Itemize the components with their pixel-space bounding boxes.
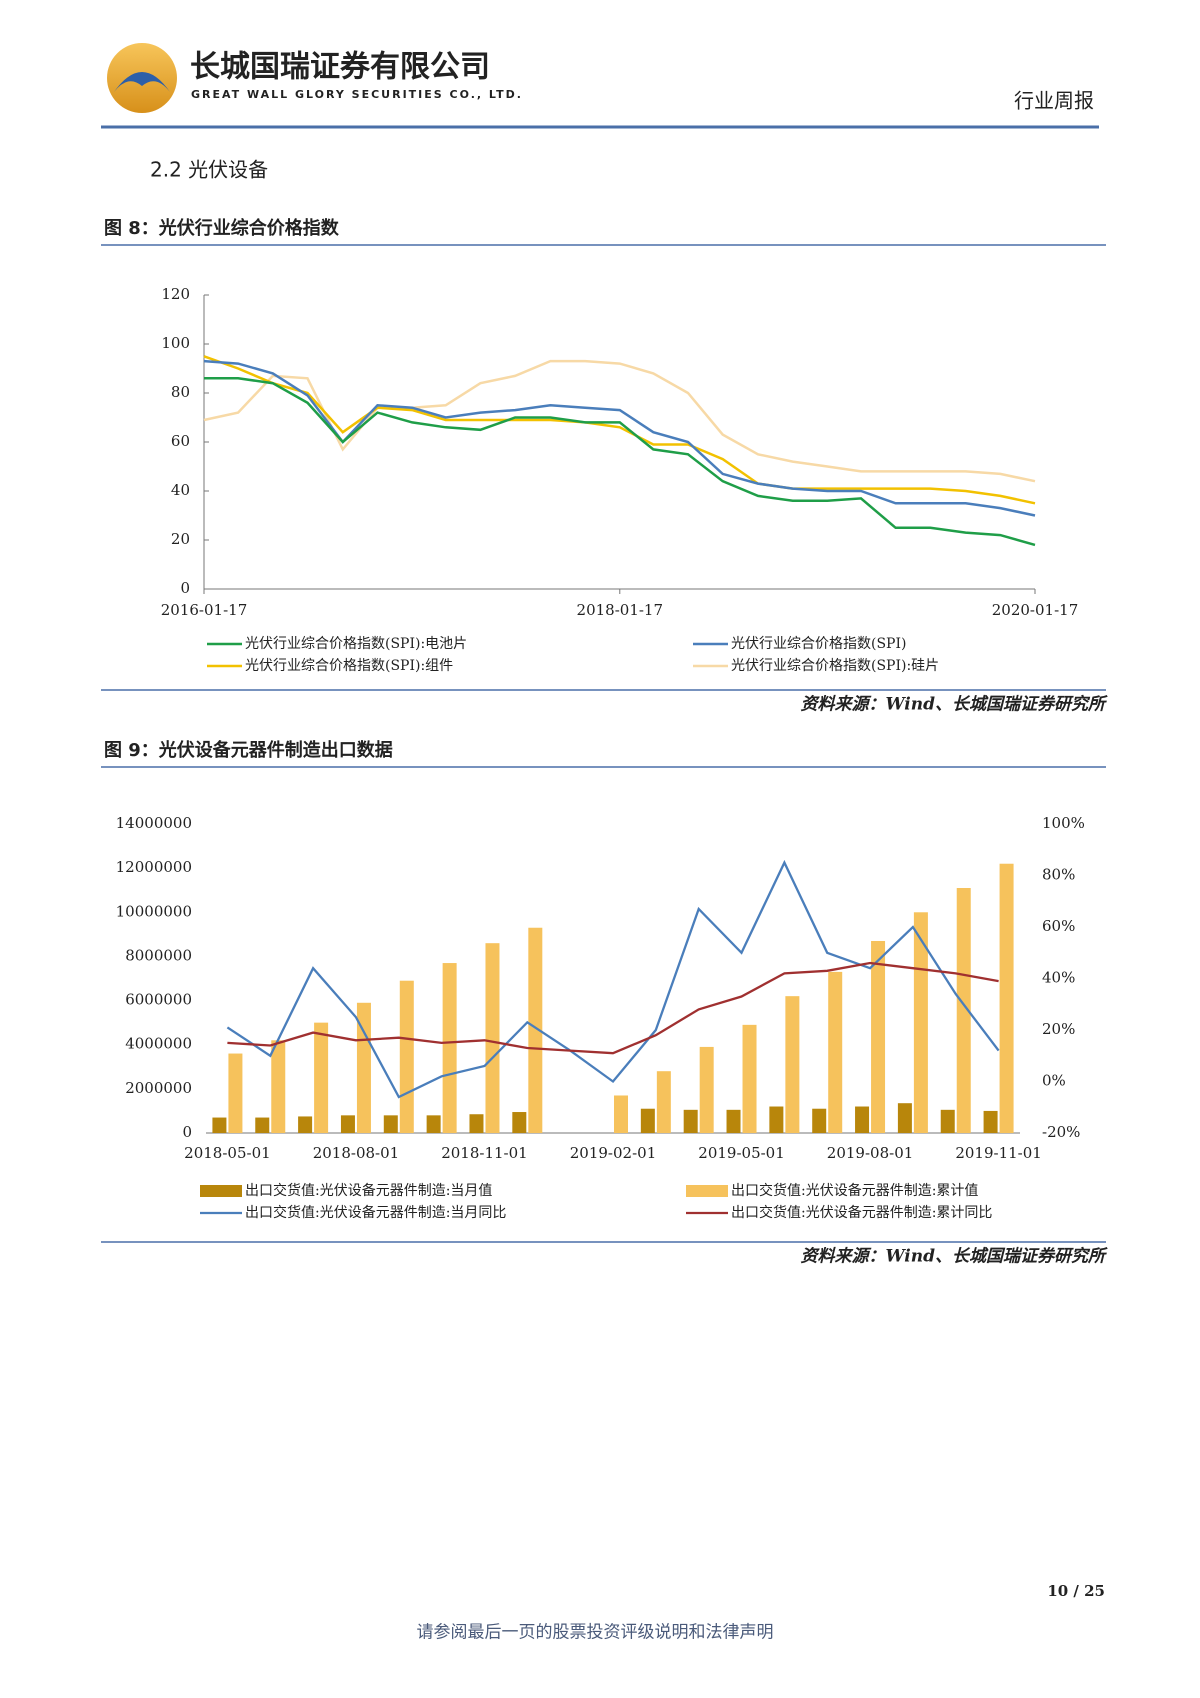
line-series (203, 359, 1036, 483)
y-tick-label: 60 (171, 432, 190, 450)
y2-tick-label: 40% (1042, 969, 1075, 987)
footer-note: 请参阅最后一页的股票投资评级说明和法律声明 (417, 1623, 774, 1643)
line-series (227, 961, 999, 1055)
bar (785, 996, 800, 1133)
y2-tick-label: 100% (1042, 814, 1085, 832)
y-tick-label: 8000000 (125, 946, 192, 964)
bar (469, 1114, 484, 1133)
figure-source: 资料来源：Wind、长城国瑞证券研究所 (801, 695, 1108, 715)
legend-swatch (200, 1185, 242, 1197)
bar (999, 863, 1014, 1133)
bar (340, 1115, 355, 1133)
legend-label: 光伏行业综合价格指数(SPI):组件 (245, 658, 453, 674)
line-series (204, 377, 1036, 547)
bar (228, 1053, 243, 1133)
bar (528, 927, 543, 1133)
bar (442, 963, 457, 1133)
bar (956, 888, 971, 1133)
company-name: 长城国瑞证券有限公司 (190, 50, 490, 85)
bar (871, 940, 886, 1133)
y-tick-label: 120 (161, 285, 190, 303)
x-tick-label: 2018-08-01 (313, 1144, 399, 1162)
bar (271, 1040, 286, 1133)
y-tick-label: 4000000 (125, 1035, 192, 1053)
x-tick-label: 2019-02-01 (570, 1144, 656, 1162)
y-tick-label: 14000000 (116, 814, 192, 832)
y2-tick-label: -20% (1042, 1123, 1080, 1141)
x-tick-label: 2018-05-01 (184, 1144, 270, 1162)
x-tick-label: 2019-08-01 (827, 1144, 913, 1162)
page-number: 10 / 25 (1047, 1582, 1105, 1600)
bar (812, 1108, 827, 1133)
bar (656, 1071, 671, 1133)
legend-label: 出口交货值:光伏设备元器件制造:累计值 (731, 1182, 978, 1199)
bar (640, 1108, 655, 1133)
y2-tick-label: 60% (1042, 917, 1075, 935)
y-tick-label: 100 (161, 334, 190, 352)
report-type: 行业周报 (1014, 89, 1094, 113)
legend-label: 出口交货值:光伏设备元器件制造:当月同比 (245, 1204, 506, 1221)
bar (485, 943, 500, 1133)
bar (383, 1115, 398, 1133)
y-tick-label: 40 (171, 481, 190, 499)
bar (855, 1106, 870, 1133)
bar (742, 1024, 757, 1133)
figure-title: 图 9：光伏设备元器件制造出口数据 (104, 739, 393, 761)
y2-tick-label: 20% (1042, 1020, 1075, 1038)
bar (314, 1022, 329, 1133)
x-tick-label: 2018-01-17 (577, 601, 663, 619)
bar (399, 980, 414, 1133)
bar (913, 912, 928, 1133)
line-series (203, 359, 1036, 517)
y-tick-label: 6000000 (125, 991, 192, 1009)
section-title: 2.2 光伏设备 (150, 158, 268, 182)
x-tick-label: 2019-05-01 (698, 1144, 784, 1162)
x-tick-label: 2018-11-01 (441, 1144, 527, 1162)
bar (726, 1109, 741, 1133)
bar (255, 1117, 270, 1133)
legend-label: 出口交货值:光伏设备元器件制造:当月值 (245, 1182, 492, 1199)
legend-label: 光伏行业综合价格指数(SPI) (731, 636, 906, 652)
y-tick-label: 0 (180, 579, 190, 597)
x-tick-label: 2019-11-01 (955, 1144, 1041, 1162)
figure-title: 图 8：光伏行业综合价格指数 (104, 217, 340, 239)
bar (940, 1109, 955, 1133)
legend-label: 出口交货值:光伏设备元器件制造:累计同比 (731, 1204, 992, 1221)
bar (828, 971, 843, 1133)
bar (298, 1116, 313, 1133)
legend-label: 光伏行业综合价格指数(SPI):电池片 (245, 636, 467, 652)
y-tick-label: 12000000 (116, 858, 192, 876)
company-name-en: GREAT WALL GLORY SECURITIES CO., LTD. (191, 88, 523, 101)
y-tick-label: 20 (171, 530, 190, 548)
bar (683, 1109, 698, 1133)
bar (983, 1110, 998, 1133)
bar (212, 1117, 227, 1133)
x-tick-label: 2016-01-17 (161, 601, 247, 619)
y-tick-label: 0 (182, 1123, 192, 1141)
y2-tick-label: 80% (1042, 866, 1075, 884)
logo (107, 43, 177, 113)
line-series (226, 859, 1000, 1099)
legend-label: 光伏行业综合价格指数(SPI):硅片 (731, 658, 939, 674)
bar (356, 1002, 371, 1133)
bar (769, 1106, 784, 1133)
bar (897, 1103, 912, 1133)
legend-swatch (686, 1185, 728, 1197)
y-tick-label: 80 (171, 383, 190, 401)
bar (699, 1046, 714, 1133)
figure-source: 资料来源：Wind、长城国瑞证券研究所 (801, 1247, 1108, 1267)
y-tick-label: 10000000 (116, 902, 192, 920)
bar (512, 1112, 527, 1133)
y-tick-label: 2000000 (125, 1079, 192, 1097)
line-series (203, 355, 1036, 505)
x-tick-label: 2020-01-17 (992, 601, 1078, 619)
y2-tick-label: 0% (1042, 1072, 1066, 1090)
bar (614, 1095, 628, 1133)
bar (426, 1115, 441, 1133)
